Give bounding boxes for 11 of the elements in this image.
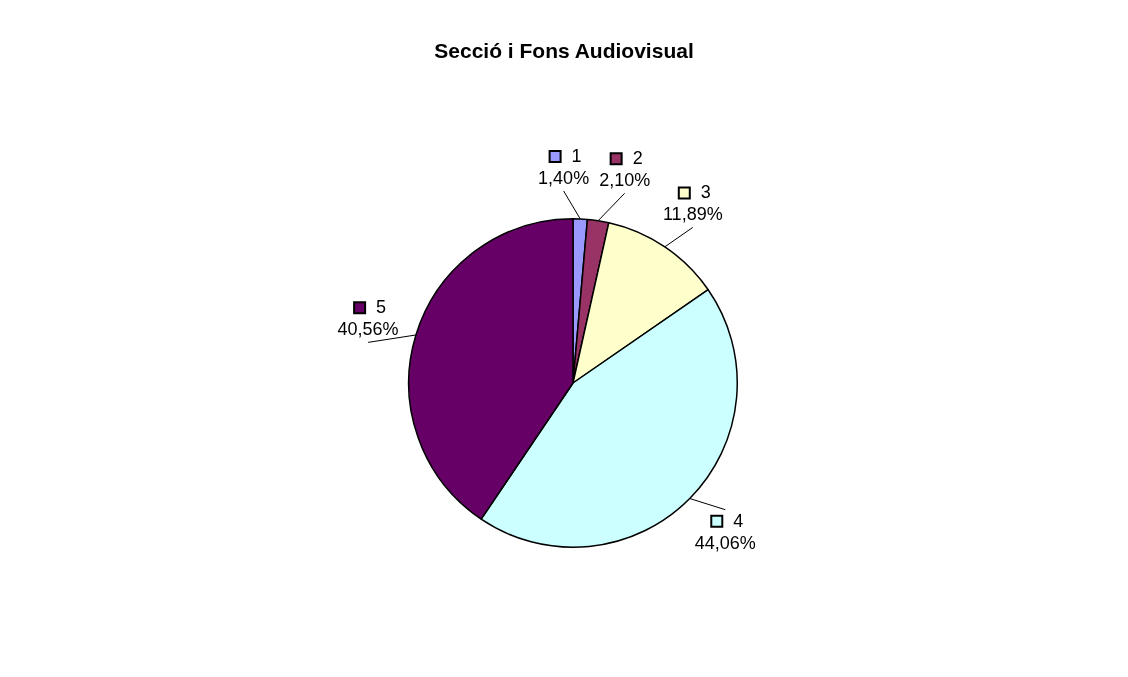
data-label: 44,06%	[694, 532, 756, 553]
legend-label: 1	[571, 145, 582, 166]
data-label: 11,89%	[662, 204, 723, 225]
data-label: 1,40%	[538, 167, 590, 188]
legend-label: 4	[733, 510, 744, 531]
legend-label: 2	[632, 148, 643, 169]
chart-title: Secció i Fons Audiovisual	[434, 38, 694, 62]
data-label: 2,10%	[599, 170, 651, 191]
data-label: 40,56%	[337, 319, 399, 340]
legend-label: 5	[376, 297, 387, 318]
legend-label: 3	[700, 182, 711, 203]
